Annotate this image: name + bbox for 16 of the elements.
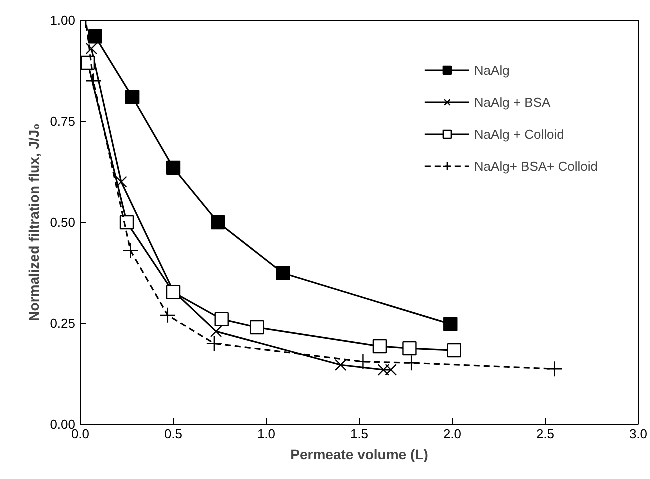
x-tick-label: 1.5	[350, 426, 369, 442]
x-tick-label: 2.5	[536, 426, 555, 442]
legend-label: NaAlg + Colloid	[474, 126, 564, 142]
y-tick-label: 0.50	[50, 215, 76, 230]
legend-label: NaAlg + BSA	[474, 94, 551, 110]
legend-label: NaAlg+ BSA+ Colloid	[474, 158, 598, 174]
y-tick-label: 1.00	[50, 13, 76, 28]
x-tick-label: 3.0	[629, 426, 648, 442]
y-tick-label: 0.75	[50, 114, 76, 129]
y-axis-title: Normalized filtration flux, J/J₀	[26, 124, 42, 322]
x-axis-title: Permeate volume (L)	[290, 446, 428, 462]
x-tick-label: 2.0	[443, 426, 462, 442]
x-tick-label: 1.0	[257, 426, 276, 442]
y-tick-label: 0.25	[50, 316, 76, 331]
legend-label: NaAlg	[474, 62, 510, 78]
x-tick-label: 0.5	[164, 426, 183, 442]
